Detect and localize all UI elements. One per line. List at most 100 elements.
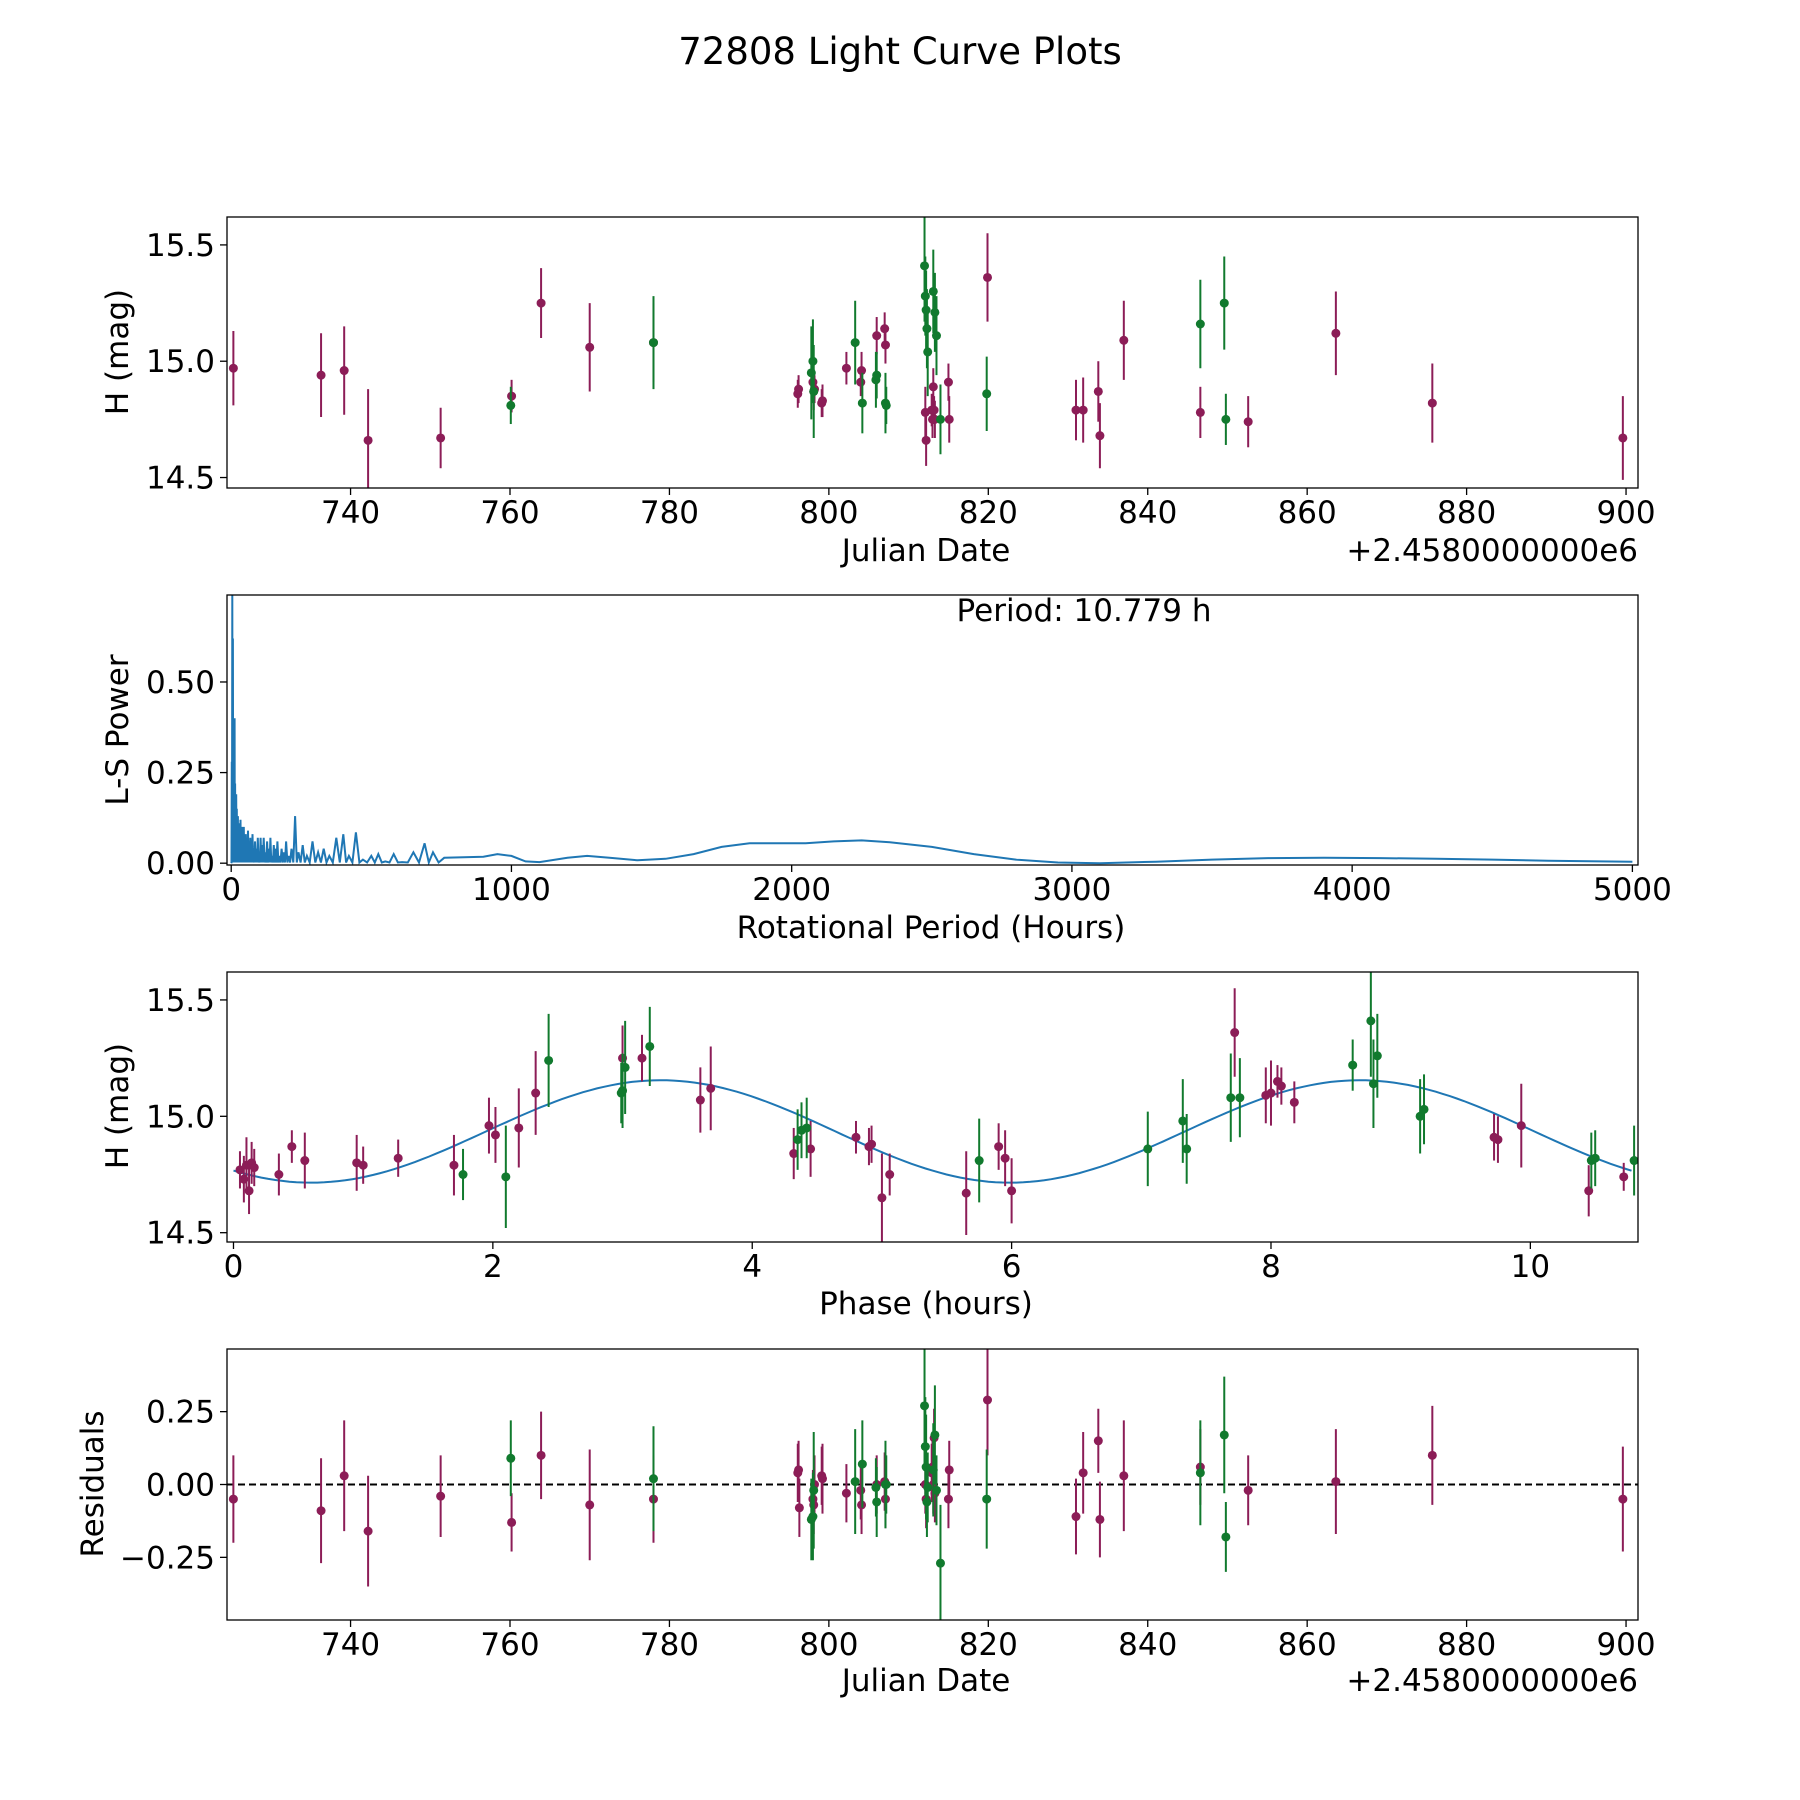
lightcurve-xtick-label: 760 [480,495,539,531]
residuals-red-marker [841,1488,851,1498]
phased-red-marker [1007,1186,1017,1196]
lightcurve-red-point [585,303,595,392]
lightcurve-red-point [536,268,546,338]
residuals-red-marker [339,1471,349,1481]
phased-red-marker [274,1170,284,1179]
lightcurve-xtick-label: 840 [1118,495,1177,531]
phased-red-marker [449,1160,459,1170]
residuals-ytick-label: 0.25 [146,1395,215,1431]
residuals-x-offset: +2.4580000000e6 [1346,1663,1638,1699]
lightcurve-red-point [1095,403,1105,469]
residuals-panel: 740 760 780 800 820 840 860 880 900 −0.25 0.00 0.25… [75,1348,1656,1699]
phased-green-point [544,1013,554,1107]
lightcurve-red-point [872,317,882,355]
phased-red-point [706,1046,716,1131]
periodogram-xtick-label: 2000 [752,872,831,908]
lightcurve-xtick-label: 740 [321,495,380,531]
lightcurve-red-marker [1071,405,1081,415]
residuals-green-point [935,1504,945,1620]
residuals-red-point [1119,1420,1129,1532]
residuals-green-marker [1219,1430,1229,1440]
residuals-green-point [931,1455,941,1526]
phased-red-marker [244,1186,254,1196]
lightcurve-green-marker [872,370,882,380]
phased-green-marker [1372,1051,1382,1061]
lightcurve-red-point [944,396,954,443]
phased-red-point [1007,1158,1017,1224]
residuals-green-marker [931,1485,941,1495]
phased-red-point [235,1151,245,1189]
residuals-red-point [507,1493,517,1552]
phased-red-point [531,1051,541,1135]
lightcurve-xlabel: Julian Date [840,533,1011,569]
phased-red-marker [994,1142,1004,1152]
residuals-red-marker [1071,1512,1081,1522]
phased-green-marker [1143,1144,1153,1154]
residuals-red-marker [585,1500,595,1510]
residuals-green-point [881,1455,891,1514]
lightcurve-green-point [857,372,867,434]
phased-green-marker [1178,1116,1188,1126]
residuals-red-marker [507,1517,517,1527]
phased-green-point [620,1020,630,1114]
lightcurve-green-marker [1219,298,1229,308]
phased-ytick-label: 15.5 [146,983,215,1019]
residuals-red-marker [794,1465,804,1475]
residuals-green-marker [809,1485,819,1495]
residuals-green-point [809,1432,819,1549]
phased-ylabel: H (mag) [100,1043,136,1169]
lightcurve-red-point [943,363,953,401]
lightcurve-green-marker [930,307,940,317]
lightcurve-ytick-label: 15.0 [146,344,215,380]
phased-red-marker [1266,1088,1276,1098]
lightcurve-green-marker [1195,319,1205,329]
phased-green-marker [620,1062,630,1072]
phased-red-marker [358,1160,368,1170]
lightcurve-red-marker [841,363,851,373]
residuals-red-point [1618,1446,1628,1552]
residuals-red-point [228,1455,238,1543]
periodogram-xtick-label: 3000 [1032,872,1111,908]
phased-green-point [1590,1130,1600,1187]
phased-red-point [1266,1060,1276,1126]
phased-green-marker [793,1135,803,1145]
lightcurve-green-point [1195,279,1205,369]
phased-green-marker [1590,1153,1600,1163]
phased-red-marker [490,1130,500,1140]
phased-red-point [851,1120,861,1154]
phased-red-point [274,1153,284,1196]
phased-green-marker [1348,1060,1358,1070]
lightcurve-green-point [1219,256,1229,350]
residuals-red-point [817,1443,827,1514]
lightcurve-red-point [316,333,326,418]
lightcurve-green-point [935,384,945,455]
lightcurve-plot-area [228,217,1628,488]
lightcurve-red-point [1195,386,1205,438]
phased-red-point [1619,1162,1629,1191]
phased-green-point [1143,1111,1153,1187]
residuals-red-point [1243,1455,1253,1526]
phased-green-marker [802,1123,812,1133]
lightcurve-green-point [923,307,933,397]
phased-frame [226,971,1639,1243]
periodogram-panel: 0 1000 2000 3000 4000 5000 0.00 0.25 0.50 Period… [100,593,1672,946]
residuals-xtick-label: 780 [640,1627,699,1663]
lightcurve-red-point [339,326,349,415]
lightcurve-red-point [1427,363,1437,443]
lightcurve-red-marker [316,370,326,380]
phased-panel: 0 2 4 6 8 10 14.5 15.0 15.5 Phase (hours) H (mag… [100,971,1639,1322]
phased-red-marker [706,1083,716,1093]
residuals-red-marker [1119,1471,1129,1481]
phased-red-point [1230,988,1240,1077]
residuals-red-marker [1078,1468,1088,1478]
residuals-xtick-label: 740 [321,1627,380,1663]
lightcurve-green-point [506,386,516,425]
lightcurve-red-marker [1093,386,1103,396]
residuals-green-point [857,1420,867,1508]
lightcurve-red-marker [1195,407,1205,417]
residuals-red-point [1071,1478,1081,1555]
lightcurve-green-point [648,296,658,390]
phased-ytick-label: 15.0 [146,1099,215,1135]
lightcurve-red-marker [363,435,373,445]
lightcurve-green-marker [935,414,945,424]
